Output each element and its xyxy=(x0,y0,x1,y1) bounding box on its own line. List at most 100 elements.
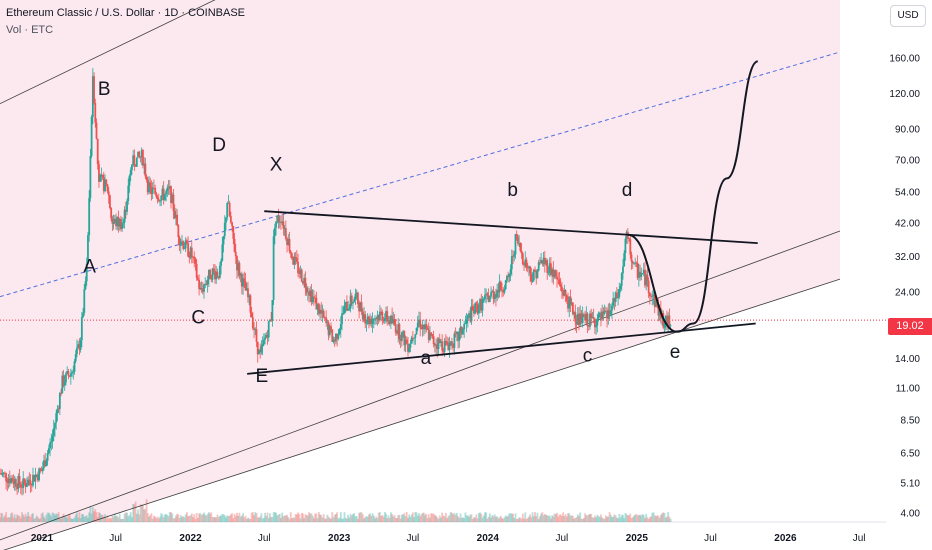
volume-bar xyxy=(316,518,319,522)
volume-bar xyxy=(560,516,563,522)
x-tick-label: Jul xyxy=(406,533,419,544)
candle-body xyxy=(564,290,567,296)
volume-bar xyxy=(67,515,70,522)
volume-bar xyxy=(435,515,437,522)
volume-bar xyxy=(448,514,451,522)
volume-bar xyxy=(335,513,337,522)
candle-body xyxy=(315,297,318,310)
candle-body xyxy=(366,316,369,323)
candle-body xyxy=(650,296,652,297)
volume-bar xyxy=(203,512,205,522)
candle-body xyxy=(195,263,198,278)
candle-body xyxy=(207,269,210,280)
candle-body xyxy=(23,478,26,483)
currency-badge[interactable]: USD xyxy=(890,5,926,27)
y-tick-label: 120.00 xyxy=(889,89,920,100)
candle-body xyxy=(518,243,521,244)
volume-bar xyxy=(14,518,17,522)
volume-bar xyxy=(223,515,226,522)
volume-bar xyxy=(441,512,444,522)
candle-body xyxy=(458,331,461,341)
volume-bar xyxy=(353,513,356,522)
candle-body xyxy=(397,324,400,334)
volume-bar xyxy=(490,517,492,522)
candle-body xyxy=(618,289,621,297)
candle-body xyxy=(603,310,606,314)
candle-body xyxy=(405,339,408,344)
candle-body xyxy=(509,269,512,275)
triangle-lower-trendline xyxy=(247,322,756,375)
candle-body xyxy=(335,333,337,342)
candle-body xyxy=(408,347,411,352)
candle-body xyxy=(267,321,270,338)
volume-bar xyxy=(325,518,328,522)
candle-body xyxy=(234,251,237,257)
volume-bar xyxy=(479,512,481,522)
volume-bar xyxy=(164,514,166,522)
candle-body xyxy=(352,302,354,304)
volume-bar xyxy=(46,512,49,522)
volume-bar xyxy=(569,515,572,522)
candle-body xyxy=(35,474,38,476)
volume-bar xyxy=(663,512,666,522)
candle-body xyxy=(513,254,516,257)
candle-body xyxy=(615,292,618,299)
symbol-title[interactable]: Ethereum Classic / U.S. Dollar · 1D · CO… xyxy=(6,7,246,19)
volume-bar xyxy=(299,518,302,522)
candle-body xyxy=(289,251,292,254)
volume-bar xyxy=(319,514,321,522)
volume-bar xyxy=(38,518,40,522)
volume-bar xyxy=(387,515,390,522)
candle-body xyxy=(46,453,49,461)
volume-bar xyxy=(504,515,507,522)
volume-bar xyxy=(668,516,671,522)
candle-body xyxy=(109,195,111,208)
candle-body xyxy=(71,371,73,374)
volume-bar xyxy=(547,516,550,522)
candle-body xyxy=(602,311,605,314)
volume-bar xyxy=(546,515,549,522)
candle-body xyxy=(128,175,131,186)
candle-body xyxy=(331,329,334,342)
candle-body xyxy=(473,310,475,314)
candle-body xyxy=(40,469,43,472)
volume-bar xyxy=(194,518,197,522)
volume-bar xyxy=(172,518,175,522)
volume-bar xyxy=(199,513,202,522)
volume-bar xyxy=(604,515,607,522)
candle-body xyxy=(238,263,241,276)
candle-body xyxy=(138,151,141,157)
candle-body xyxy=(459,326,462,332)
volume-bar xyxy=(520,518,523,522)
candle-body xyxy=(531,280,534,282)
candle-body xyxy=(422,325,425,330)
volume-bar xyxy=(438,515,441,522)
volume-bar xyxy=(528,516,530,522)
volume-bar xyxy=(361,514,364,522)
volume-bar xyxy=(393,515,396,522)
volume-bar xyxy=(564,514,567,522)
volume-bar xyxy=(121,518,124,522)
candle-body xyxy=(324,317,326,319)
volume-bar xyxy=(45,514,48,522)
candle-body xyxy=(303,277,306,284)
volume-bar xyxy=(336,512,339,522)
candle-body xyxy=(416,322,419,328)
candle-body xyxy=(452,345,455,348)
volume-bar xyxy=(418,513,420,522)
volume-bar xyxy=(611,517,613,522)
candle-body xyxy=(69,373,72,377)
volume-bar xyxy=(120,518,122,522)
volume-bar xyxy=(139,504,142,522)
volume-bar xyxy=(633,515,635,522)
volume-bar xyxy=(424,515,426,522)
volume-bar xyxy=(240,515,243,522)
volume-bar xyxy=(25,516,28,522)
candle-body xyxy=(360,302,363,312)
volume-bar xyxy=(410,514,413,522)
volume-bar xyxy=(381,514,384,522)
candle-body xyxy=(657,305,660,316)
volume-bar xyxy=(222,514,225,522)
volume-indicator-label[interactable]: Vol · ETC xyxy=(6,24,54,36)
